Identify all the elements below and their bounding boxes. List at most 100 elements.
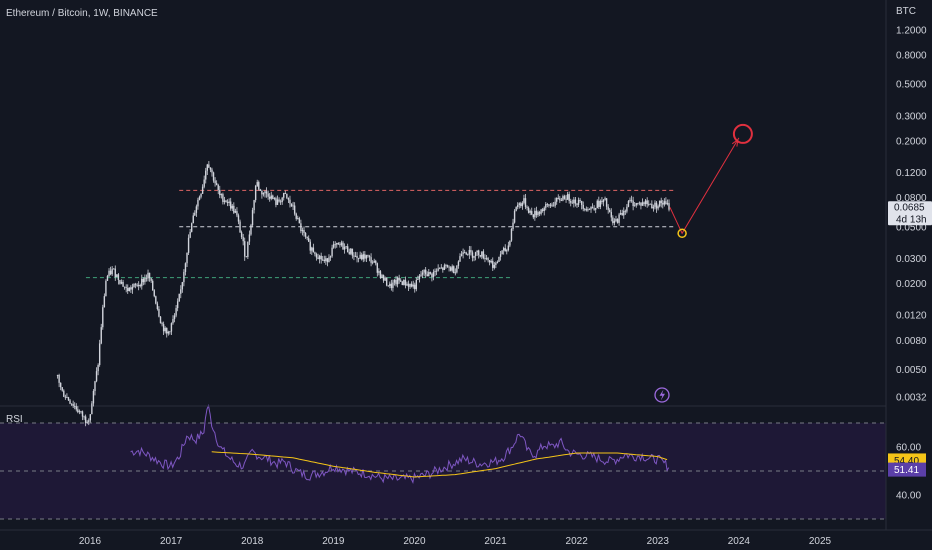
price-tick-label[interactable]: 0.0032: [896, 393, 927, 404]
time-tick-label[interactable]: 2016: [79, 536, 102, 547]
candle-body: [412, 284, 414, 287]
time-tick-label[interactable]: 2023: [647, 536, 670, 547]
candle-body: [180, 289, 182, 294]
rsi-axis-ticks[interactable]: 60.00 40.00: [896, 443, 921, 502]
candle-body: [526, 206, 528, 208]
time-tick-label[interactable]: 2020: [403, 536, 426, 547]
candle-body: [336, 243, 338, 245]
candle-body: [420, 274, 422, 276]
price-tick-label[interactable]: 0.0200: [896, 279, 927, 290]
price-tick-label[interactable]: 0.3000: [896, 111, 927, 122]
price-tick-label[interactable]: 0.8000: [896, 51, 927, 62]
candle-body: [166, 327, 168, 334]
candle-body: [102, 307, 104, 328]
candle-body: [588, 209, 591, 211]
candle-body: [666, 203, 669, 205]
candle-body: [264, 191, 266, 194]
candle-body: [524, 198, 527, 207]
candle-body: [145, 277, 148, 279]
candle-body: [137, 285, 140, 286]
candle-body: [134, 284, 137, 285]
time-tick-label[interactable]: 2017: [160, 536, 183, 547]
candle-body: [161, 323, 163, 325]
candle-body: [356, 255, 358, 258]
time-tick-label[interactable]: 2022: [566, 536, 589, 547]
candle-body: [279, 201, 282, 203]
rsi-tick-label[interactable]: 60.00: [896, 443, 921, 454]
price-tick-label[interactable]: 0.0080: [896, 336, 927, 347]
candle-body: [499, 254, 502, 257]
candle-body: [385, 277, 388, 286]
price-pane[interactable]: [56, 123, 753, 427]
price-tick-label[interactable]: 0.0050: [896, 365, 927, 376]
candle-body: [328, 257, 330, 263]
candle-body: [490, 260, 492, 263]
price-tick-label[interactable]: 0.0800: [896, 193, 927, 204]
candle-body: [529, 211, 531, 213]
price-tick-label[interactable]: 0.0120: [896, 311, 927, 322]
candle-body: [357, 257, 360, 259]
candle-body: [424, 269, 427, 275]
price-tick-label[interactable]: 0.1200: [896, 168, 927, 179]
candle-body: [80, 411, 82, 413]
candle-body: [304, 232, 307, 237]
candle-body: [225, 200, 227, 202]
candle-body: [197, 199, 199, 207]
candle-body: [247, 241, 249, 257]
candle-body: [448, 266, 450, 268]
candle-body: [459, 256, 461, 262]
candle-body: [91, 403, 93, 415]
candle-body: [487, 258, 489, 261]
candle-body: [468, 249, 471, 255]
lightning-bolt-icon[interactable]: [654, 387, 670, 403]
candle-body: [169, 331, 171, 333]
candle-body: [410, 283, 413, 287]
candle-body: [306, 236, 308, 239]
rsi-pane[interactable]: RSI: [0, 403, 886, 520]
candle-body: [268, 196, 271, 199]
time-tick-label[interactable]: 2025: [809, 536, 832, 547]
candle-body: [189, 231, 191, 238]
candle-body: [212, 172, 215, 181]
candle-body: [88, 420, 90, 422]
candle-body: [75, 406, 77, 410]
candle-body: [571, 202, 573, 204]
candle-body: [513, 210, 516, 223]
price-tick-label[interactable]: 0.2000: [896, 136, 927, 147]
candle-body: [254, 185, 257, 201]
candle-body: [590, 207, 592, 210]
price-tick-label[interactable]: 0.5000: [896, 80, 927, 91]
price-axis-ticks[interactable]: 1.2000 0.8000 0.5000 0.3000 0.2000 0.1200 0.08…: [896, 26, 927, 404]
price-tick-label[interactable]: 0.0500: [896, 222, 927, 233]
rsi-tick-label[interactable]: 40.00: [896, 491, 921, 502]
price-tick-label[interactable]: 0.0300: [896, 254, 927, 265]
candle-body: [421, 272, 424, 275]
time-tick-label[interactable]: 2018: [241, 536, 264, 547]
time-tick-label[interactable]: 2024: [728, 536, 751, 547]
time-axis-ticks[interactable]: 2016 2017 2018 2019 2020 2021 2022 2023 2024 2025: [79, 536, 832, 547]
candle-body: [275, 198, 277, 205]
candle-body: [205, 170, 207, 180]
candle-body: [295, 213, 297, 219]
time-tick-label[interactable]: 2019: [322, 536, 345, 547]
candle-body: [501, 250, 503, 255]
candle-body: [162, 324, 165, 332]
candle-body: [610, 212, 612, 218]
candle-body: [498, 256, 500, 262]
candle-body: [559, 198, 561, 201]
candle-body: [270, 195, 272, 199]
price-tick-label[interactable]: 1.2000: [896, 26, 927, 37]
candle-body: [512, 222, 514, 229]
candle-body: [605, 198, 608, 207]
candle-body: [351, 248, 354, 256]
candle-body: [278, 199, 280, 202]
candle-body: [239, 221, 241, 233]
candle-body: [64, 396, 67, 398]
candle-body: [378, 271, 380, 273]
candle-body: [191, 223, 193, 232]
candle-body: [521, 202, 524, 207]
time-tick-label[interactable]: 2021: [484, 536, 507, 547]
candle-body: [312, 247, 315, 253]
candle-body: [315, 254, 318, 258]
